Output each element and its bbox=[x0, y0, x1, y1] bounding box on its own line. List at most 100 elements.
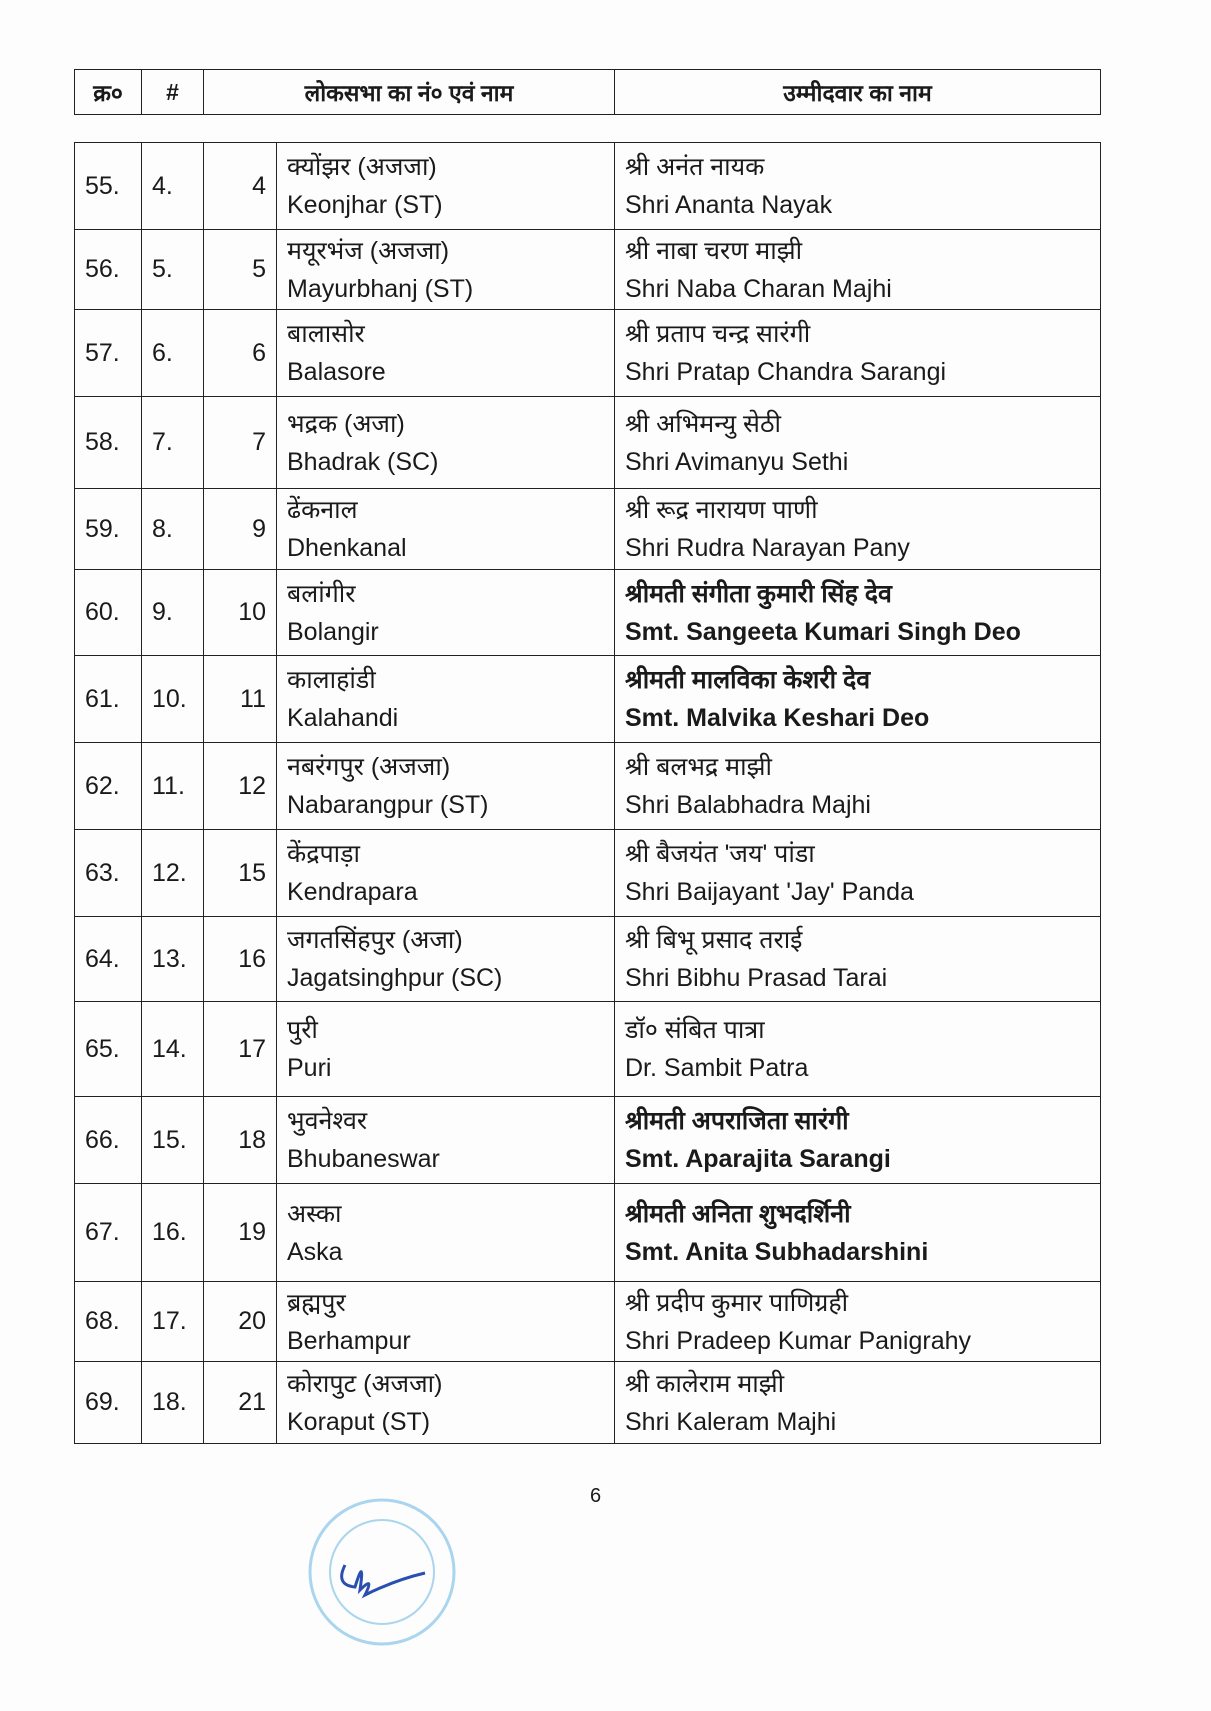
state-index: 14. bbox=[141, 1001, 204, 1097]
table-row: 62. 11. 12 नबरंगपुर (अजजा) Nabarangpur (S… bbox=[74, 742, 1101, 830]
constituency-number: 6 bbox=[203, 309, 277, 397]
constituency-number: 19 bbox=[203, 1183, 277, 1282]
state-index: 11. bbox=[141, 742, 204, 830]
constituency-number: 4 bbox=[203, 142, 277, 230]
constituency-number: 15 bbox=[203, 829, 277, 917]
candidate-name-hindi: श्री प्रदीप कुमार पाणिग्रही bbox=[625, 1288, 849, 1317]
constituency-name-hindi: जगतसिंहपुर (अजा) bbox=[287, 926, 463, 954]
header-hash: # bbox=[141, 69, 204, 115]
candidate-name-hindi: श्री अभिमन्यु सेठी bbox=[625, 409, 781, 438]
constituency-number: 17 bbox=[203, 1001, 277, 1097]
candidate-name-hindi: श्री बैजयंत 'जय' पांडा bbox=[625, 840, 815, 868]
constituency-number: 16 bbox=[203, 916, 277, 1002]
constituency-number: 11 bbox=[203, 655, 277, 743]
candidate-name-english: Shri Avimanyu Sethi bbox=[625, 447, 849, 476]
page-number: 6 bbox=[590, 1485, 602, 1507]
serial-number: 57. bbox=[74, 309, 142, 397]
constituency-name-english: Puri bbox=[287, 1054, 332, 1082]
candidate-name-english: Shri Rudra Narayan Pany bbox=[625, 534, 910, 562]
header-constituency: लोकसभा का नं० एवं नाम bbox=[203, 69, 615, 115]
constituency-name-english: Nabarangpur (ST) bbox=[287, 791, 489, 819]
candidate-name-hindi: श्री नाबा चरण माझी bbox=[625, 236, 803, 265]
candidate-name-hindi: श्री अनंत नायक bbox=[625, 153, 765, 181]
table-row: 57. 6. 6 बालासोर Balasore श्री प्रताप चन्… bbox=[74, 309, 1101, 397]
constituency-name: जगतसिंहपुर (अजा) Jagatsinghpur (SC) bbox=[276, 916, 615, 1002]
candidate-name-hindi: श्री कालेराम माझी bbox=[625, 1369, 785, 1398]
constituency-name: कालाहांडी Kalahandi bbox=[276, 655, 615, 743]
constituency-name-hindi: पुरी bbox=[287, 1016, 318, 1044]
serial-number: 68. bbox=[74, 1281, 142, 1362]
header-row: क्र० # लोकसभा का नं० एवं नाम उम्मीदवार क… bbox=[74, 69, 1101, 115]
candidate-name-english: Smt. Anita Subhadarshini bbox=[625, 1237, 929, 1266]
constituency-name-english: Bhadrak (SC) bbox=[287, 447, 439, 476]
state-index: 4. bbox=[141, 142, 204, 230]
constituency-name-english: Berhampur bbox=[287, 1326, 411, 1355]
constituency-name: मयूरभंज (अजजा) Mayurbhanj (ST) bbox=[276, 229, 615, 310]
serial-number: 61. bbox=[74, 655, 142, 743]
party-seal-stamp bbox=[308, 1498, 456, 1646]
candidate-name-hindi: श्री बलभद्र माझी bbox=[625, 753, 772, 781]
constituency-name-english: Kalahandi bbox=[287, 704, 399, 732]
header-candidate: उम्मीदवार का नाम bbox=[614, 69, 1101, 115]
state-index: 6. bbox=[141, 309, 204, 397]
candidate-name-english: Shri Naba Charan Majhi bbox=[625, 274, 892, 303]
state-index: 8. bbox=[141, 488, 204, 570]
candidate-name-english: Smt. Malvika Keshari Deo bbox=[625, 704, 930, 732]
table-row: 68. 17. 20 ब्रह्मपुर Berhampur श्री प्रदी… bbox=[74, 1281, 1101, 1362]
header-table: क्र० # लोकसभा का नं० एवं नाम उम्मीदवार क… bbox=[74, 69, 1101, 115]
candidate-name: श्रीमती अनिता शुभदर्शिनी Smt. Anita Subha… bbox=[614, 1183, 1101, 1282]
constituency-name-hindi: ढेंकनाल bbox=[287, 496, 358, 524]
candidate-name-hindi: श्री प्रताप चन्द्र सारंगी bbox=[625, 320, 811, 348]
constituency-number: 12 bbox=[203, 742, 277, 830]
table-row: 64. 13. 16 जगतसिंहपुर (अजा) Jagatsinghpur… bbox=[74, 916, 1101, 1002]
constituency-name-english: Bhubaneswar bbox=[287, 1145, 440, 1173]
serial-number: 59. bbox=[74, 488, 142, 570]
serial-number: 65. bbox=[74, 1001, 142, 1097]
constituency-name-hindi: क्योंझर (अजजा) bbox=[287, 153, 437, 181]
state-index: 10. bbox=[141, 655, 204, 743]
serial-number: 62. bbox=[74, 742, 142, 830]
candidate-name: श्री बिभू प्रसाद तराई Shri Bibhu Prasad T… bbox=[614, 916, 1101, 1002]
candidate-name-hindi: डॉ० संबित पात्रा bbox=[625, 1016, 765, 1044]
constituency-name-hindi: केंद्रपाड़ा bbox=[287, 840, 361, 868]
constituency-name-english: Dhenkanal bbox=[287, 534, 407, 562]
candidate-name: श्री प्रदीप कुमार पाणिग्रही Shri Pradeep … bbox=[614, 1281, 1101, 1362]
constituency-name-english: Balasore bbox=[287, 358, 386, 386]
constituency-name-hindi: बलांगीर bbox=[287, 579, 356, 608]
candidate-name-english: Dr. Sambit Patra bbox=[625, 1054, 809, 1082]
constituency-name: नबरंगपुर (अजजा) Nabarangpur (ST) bbox=[276, 742, 615, 830]
candidate-name-english: Shri Kaleram Majhi bbox=[625, 1407, 837, 1436]
constituency-name-english: Aska bbox=[287, 1237, 343, 1266]
table-row: 63. 12. 15 केंद्रपाड़ा Kendrapara श्री बै… bbox=[74, 829, 1101, 917]
candidate-name: श्री बलभद्र माझी Shri Balabhadra Majhi bbox=[614, 742, 1101, 830]
state-index: 7. bbox=[141, 396, 204, 489]
constituency-name: पुरी Puri bbox=[276, 1001, 615, 1097]
candidate-name-hindi: श्री बिभू प्रसाद तराई bbox=[625, 926, 803, 954]
state-index: 17. bbox=[141, 1281, 204, 1362]
constituency-name-english: Mayurbhanj (ST) bbox=[287, 274, 474, 303]
state-index: 18. bbox=[141, 1361, 204, 1444]
candidate-name: श्री अनंत नायक Shri Ananta Nayak bbox=[614, 142, 1101, 230]
table-row: 61. 10. 11 कालाहांडी Kalahandi श्रीमती मा… bbox=[74, 655, 1101, 743]
constituency-name-hindi: कोरापुट (अजजा) bbox=[287, 1369, 443, 1398]
state-index: 5. bbox=[141, 229, 204, 310]
candidate-name-hindi: श्री रूद्र नारायण पाणी bbox=[625, 496, 818, 524]
constituency-name: भद्रक (अजा) Bhadrak (SC) bbox=[276, 396, 615, 489]
constituency-number: 18 bbox=[203, 1096, 277, 1184]
candidate-name: श्री नाबा चरण माझी Shri Naba Charan Majhi bbox=[614, 229, 1101, 310]
constituency-name: केंद्रपाड़ा Kendrapara bbox=[276, 829, 615, 917]
candidate-name-english: Smt. Sangeeta Kumari Singh Deo bbox=[625, 617, 1021, 646]
constituency-name-english: Kendrapara bbox=[287, 878, 418, 906]
candidate-name: श्री कालेराम माझी Shri Kaleram Majhi bbox=[614, 1361, 1101, 1444]
state-index: 13. bbox=[141, 916, 204, 1002]
constituency-name-english: Keonjhar (ST) bbox=[287, 191, 443, 219]
candidate-name: श्री बैजयंत 'जय' पांडा Shri Baijayant 'Ja… bbox=[614, 829, 1101, 917]
table-row: 60. 9. 10 बलांगीर Bolangir श्रीमती संगीता… bbox=[74, 569, 1101, 656]
constituency-name-english: Bolangir bbox=[287, 617, 379, 646]
candidate-name: श्रीमती मालविका केशरी देव Smt. Malvika Ke… bbox=[614, 655, 1101, 743]
candidate-name-english: Shri Pratap Chandra Sarangi bbox=[625, 358, 947, 386]
table-row: 56. 5. 5 मयूरभंज (अजजा) Mayurbhanj (ST) श… bbox=[74, 229, 1101, 310]
table-row: 66. 15. 18 भुवनेश्वर Bhubaneswar श्रीमती … bbox=[74, 1096, 1101, 1184]
candidate-name: श्री अभिमन्यु सेठी Shri Avimanyu Sethi bbox=[614, 396, 1101, 489]
